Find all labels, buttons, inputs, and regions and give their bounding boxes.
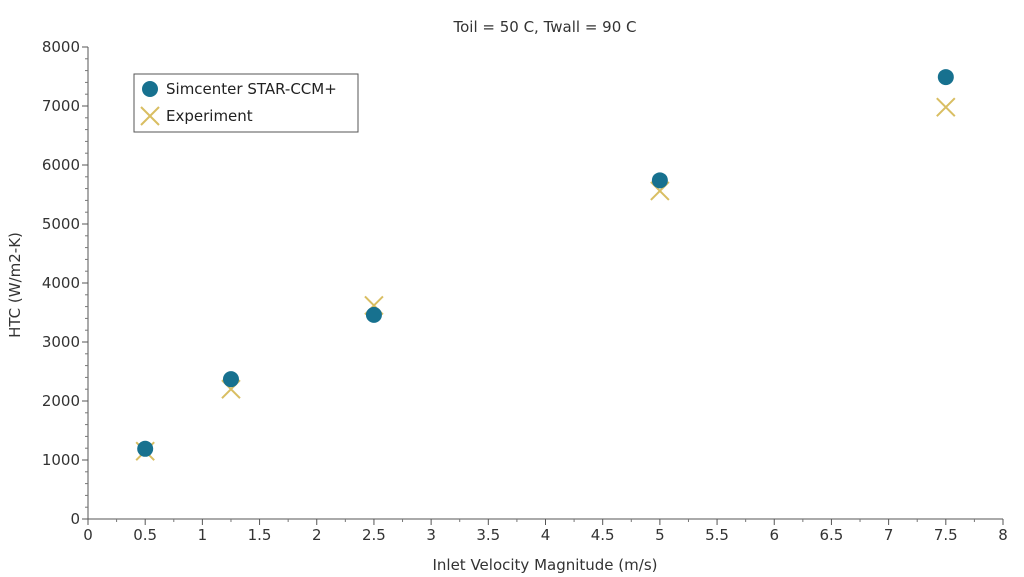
x-tick-label: 4.5 bbox=[591, 526, 615, 544]
experiment-point bbox=[936, 97, 956, 117]
y-tick-label: 7000 bbox=[42, 97, 80, 115]
x-tick-label: 3.5 bbox=[476, 526, 500, 544]
x-tick-label: 4 bbox=[541, 526, 551, 544]
x-axis-ticks: 0 0.5 1 1.5 2 2.5 3 3.5 4 4.5 5 5.5 6 6.5 7 7.5 8 bbox=[83, 519, 1008, 544]
experiment-point-stroke bbox=[936, 97, 956, 117]
y-axis-label: HTC (W/m2-K) bbox=[6, 232, 24, 338]
x-tick-label: 1 bbox=[198, 526, 208, 544]
y-tick-label: 8000 bbox=[42, 38, 80, 56]
simcenter-point bbox=[365, 306, 382, 323]
data-points bbox=[135, 69, 956, 461]
x-tick-label: 1.5 bbox=[248, 526, 272, 544]
y-tick-label: 0 bbox=[70, 510, 80, 528]
x-tick-label: 2.5 bbox=[362, 526, 386, 544]
y-tick-label: 1000 bbox=[42, 451, 80, 469]
legend: Simcenter STAR-CCM+ Experiment bbox=[133, 73, 359, 133]
y-tick-label: 2000 bbox=[42, 392, 80, 410]
x-tick-label: 6 bbox=[769, 526, 779, 544]
legend-marker-simcenter bbox=[142, 81, 158, 97]
legend-marker-experiment bbox=[140, 106, 160, 126]
legend-label-simcenter: Simcenter STAR-CCM+ bbox=[166, 80, 337, 98]
x-tick-label: 8 bbox=[998, 526, 1008, 544]
chart-title: Toil = 50 C, Twall = 90 C bbox=[452, 18, 636, 36]
simcenter-point bbox=[222, 371, 239, 388]
x-axis-label: Inlet Velocity Magnitude (m/s) bbox=[432, 556, 657, 574]
legend-label-experiment: Experiment bbox=[166, 107, 253, 125]
legend-x-stroke bbox=[140, 106, 160, 126]
x-tick-label: 5 bbox=[655, 526, 665, 544]
simcenter-point bbox=[651, 172, 668, 189]
simcenter-point bbox=[137, 440, 154, 457]
legend-box bbox=[133, 73, 359, 133]
y-tick-label: 6000 bbox=[42, 156, 80, 174]
x-tick-label: 7 bbox=[884, 526, 894, 544]
x-tick-label: 0.5 bbox=[133, 526, 157, 544]
x-tick-label: 3 bbox=[426, 526, 436, 544]
y-tick-label: 3000 bbox=[42, 333, 80, 351]
x-tick-label: 0 bbox=[83, 526, 93, 544]
x-tick-label: 2 bbox=[312, 526, 322, 544]
x-tick-label: 6.5 bbox=[820, 526, 844, 544]
x-tick-label: 5.5 bbox=[705, 526, 729, 544]
y-tick-label: 5000 bbox=[42, 215, 80, 233]
x-tick-label: 7.5 bbox=[934, 526, 958, 544]
y-axis-ticks: 0 1000 2000 3000 4000 5000 6000 7000 8000 bbox=[42, 38, 88, 528]
y-tick-label: 4000 bbox=[42, 274, 80, 292]
simcenter-point bbox=[937, 69, 954, 86]
